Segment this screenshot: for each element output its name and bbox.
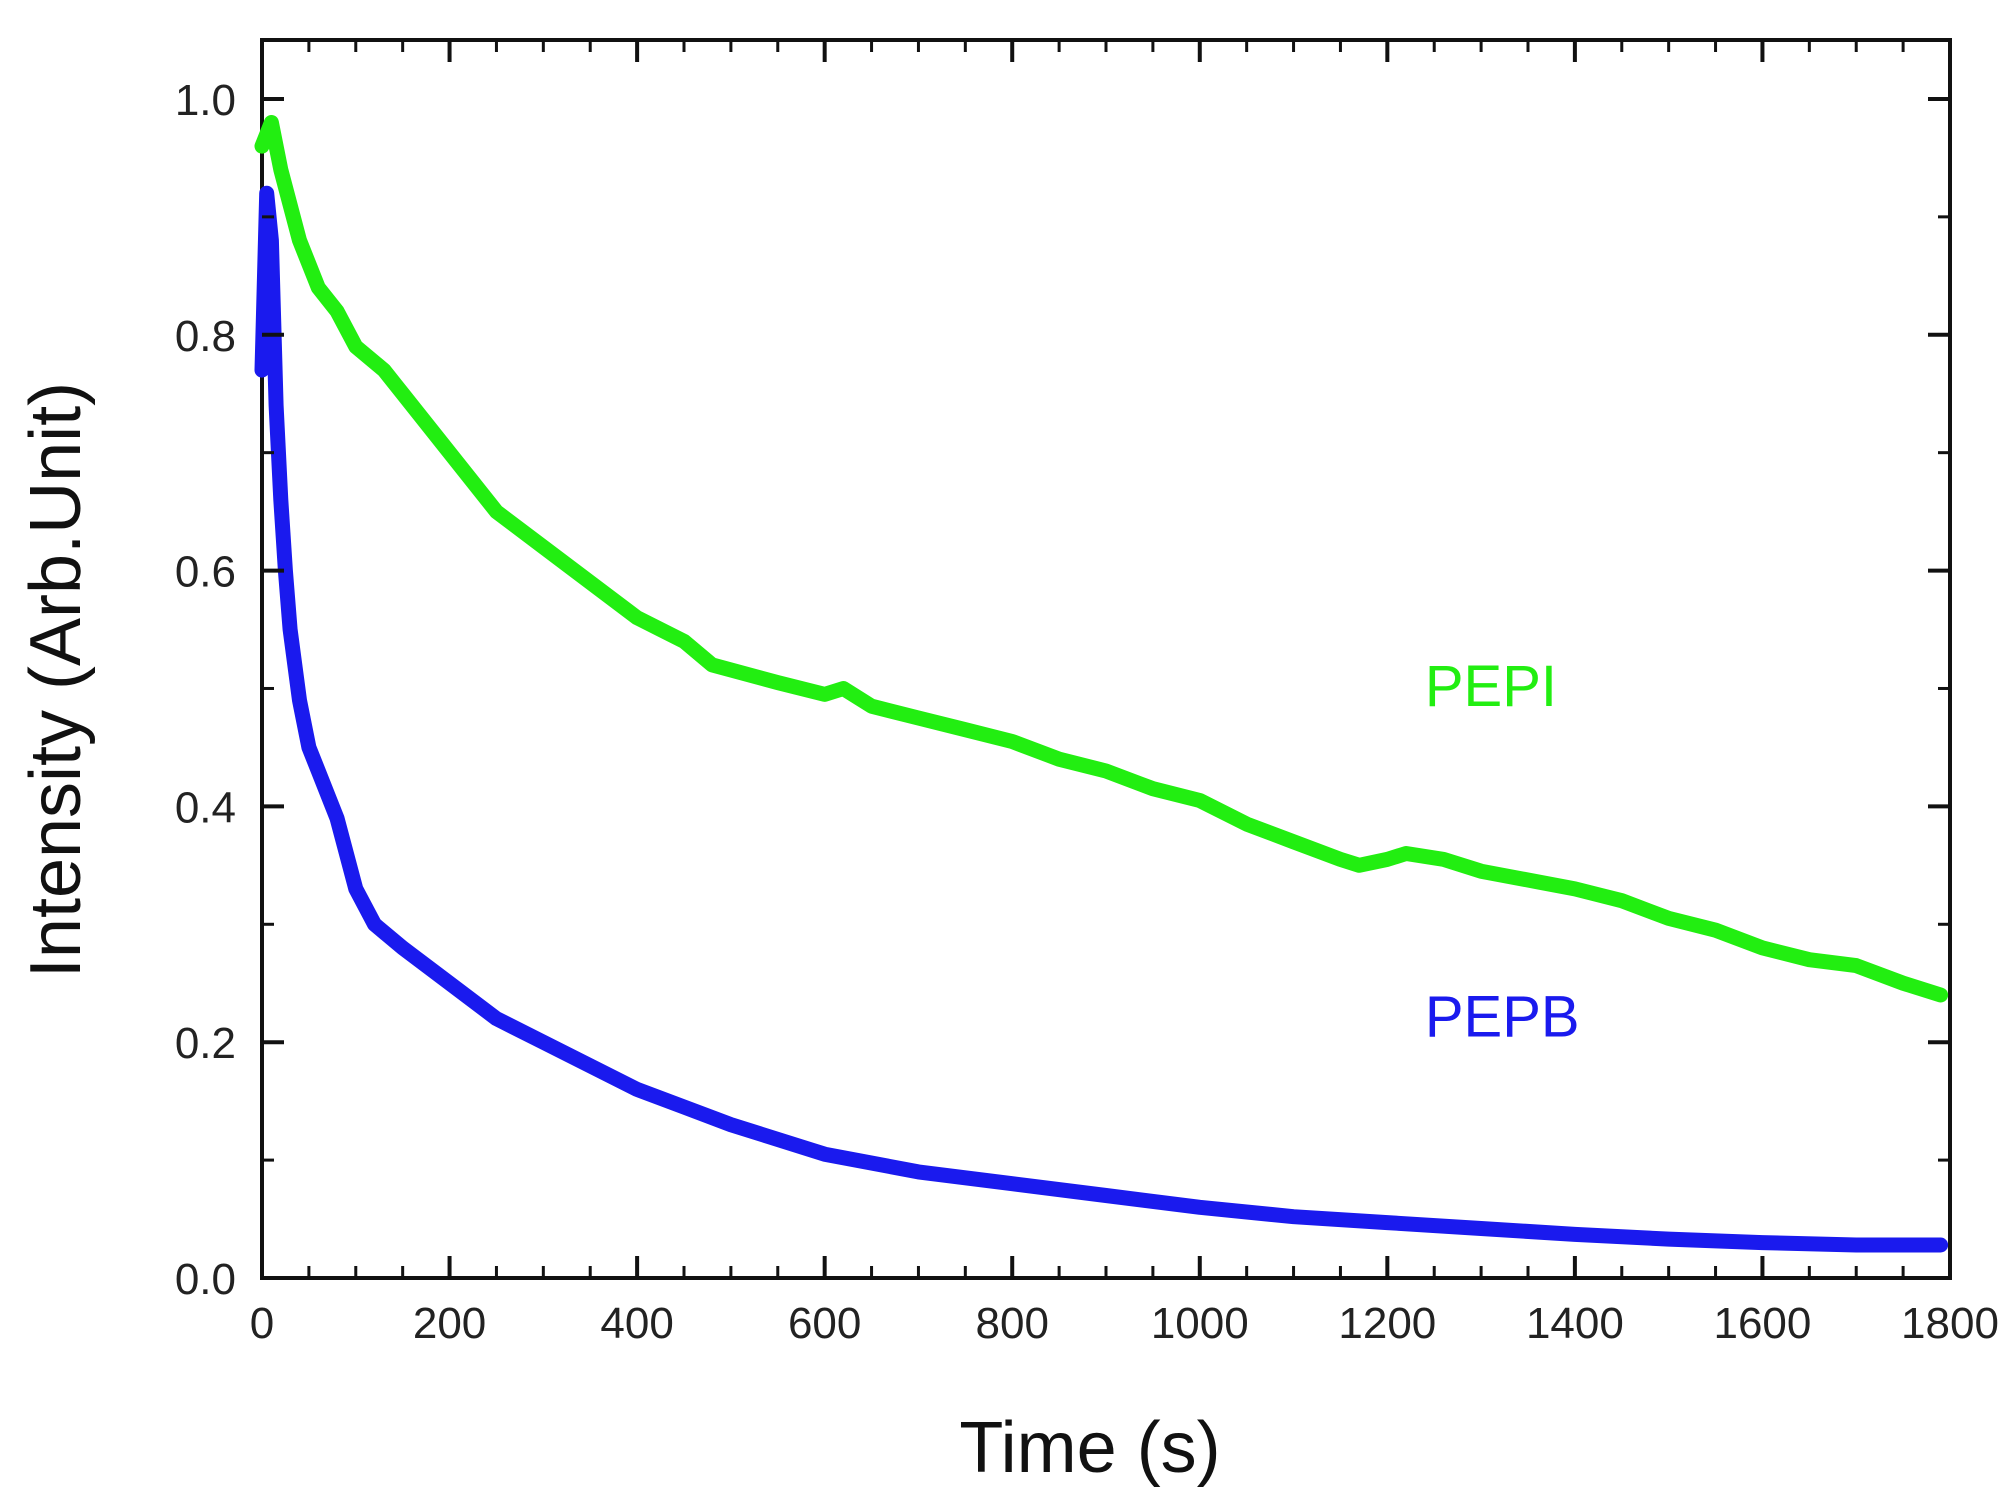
- y-tick-label: 0.6: [175, 548, 236, 597]
- y-tick-label: 0.2: [175, 1019, 236, 1068]
- series-line-pepb: [254, 185, 1949, 1253]
- x-tick-label: 1000: [1151, 1299, 1249, 1348]
- x-tick-label: 200: [413, 1299, 486, 1348]
- y-tick-label: 0.0: [175, 1255, 236, 1304]
- series-layer: [254, 115, 1949, 1253]
- x-tick-label: 1200: [1338, 1299, 1436, 1348]
- y-tick-label: 0.4: [175, 783, 236, 832]
- series-label-pepi: PEPI: [1425, 654, 1557, 719]
- x-tick-label: 1400: [1526, 1299, 1624, 1348]
- x-tick-label: 600: [788, 1299, 861, 1348]
- series-label-pepb: PEPB: [1425, 984, 1580, 1049]
- y-tick-label: 0.8: [175, 312, 236, 361]
- x-axis-title: Time (s): [959, 1408, 1220, 1488]
- y-axis-title: Intensity (Arb.Unit): [16, 382, 96, 978]
- labels-layer: PEPI PEPB 0 200 400 600 800 1000 1200 1400 1600 180…: [175, 76, 1999, 1348]
- x-tick-label: 1600: [1713, 1299, 1811, 1348]
- series-line-pepi: [254, 115, 1949, 1003]
- x-tick-label: 800: [976, 1299, 1049, 1348]
- y-tick-label: 1.0: [175, 76, 236, 125]
- x-tick-label: 1800: [1901, 1299, 1999, 1348]
- x-tick-label: 0: [250, 1299, 274, 1348]
- plot-frame: [260, 38, 1952, 1280]
- ticks-layer: [260, 40, 1952, 1280]
- plot-area: [260, 38, 1952, 1280]
- x-tick-label: 400: [600, 1299, 673, 1348]
